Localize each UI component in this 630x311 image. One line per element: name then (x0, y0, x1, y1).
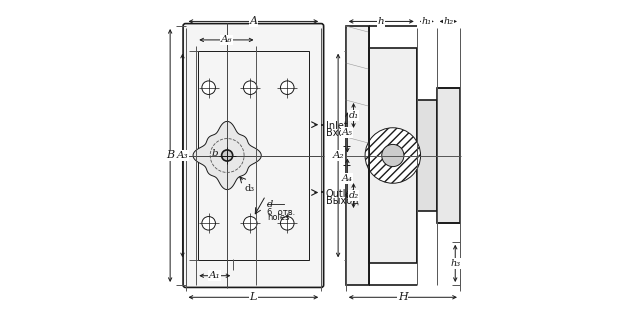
Text: h₁: h₁ (421, 17, 432, 26)
FancyBboxPatch shape (183, 24, 324, 287)
Circle shape (243, 216, 257, 230)
Bar (198, 51, 309, 260)
Text: h: h (378, 17, 384, 26)
Circle shape (365, 128, 421, 183)
Text: Вход: Вход (326, 128, 351, 137)
Text: d₁: d₁ (348, 111, 358, 120)
Polygon shape (193, 121, 261, 190)
Circle shape (222, 150, 232, 161)
Text: d: d (267, 200, 273, 209)
Circle shape (243, 81, 257, 95)
Bar (437, 88, 460, 223)
Bar (369, 48, 416, 263)
Text: A₄: A₄ (342, 174, 353, 183)
Text: Inlet: Inlet (326, 121, 348, 131)
Text: L: L (249, 292, 257, 302)
Text: h₃: h₃ (450, 259, 461, 268)
Text: A₃: A₃ (176, 151, 188, 160)
Circle shape (202, 81, 215, 95)
Circle shape (382, 144, 404, 167)
Text: Выход: Выход (326, 195, 358, 205)
Text: A: A (249, 16, 258, 26)
Text: Outlet: Outlet (326, 189, 356, 199)
Text: H: H (398, 292, 408, 302)
Text: holes: holes (267, 213, 290, 222)
Circle shape (280, 81, 294, 95)
Text: A₁: A₁ (209, 271, 220, 280)
Text: d₂: d₂ (348, 191, 358, 200)
Text: 6  отв.: 6 отв. (267, 208, 295, 217)
Text: d₃: d₃ (244, 184, 255, 193)
Text: h₂: h₂ (444, 17, 454, 26)
Text: A₂: A₂ (332, 151, 344, 160)
Circle shape (202, 216, 215, 230)
Text: b: b (212, 150, 218, 159)
Bar (346, 26, 369, 285)
Text: B: B (166, 151, 175, 160)
Text: A₅: A₅ (342, 128, 353, 137)
Circle shape (280, 216, 294, 230)
Bar (416, 100, 437, 211)
Bar (369, 48, 416, 263)
Text: A₆: A₆ (220, 35, 232, 44)
